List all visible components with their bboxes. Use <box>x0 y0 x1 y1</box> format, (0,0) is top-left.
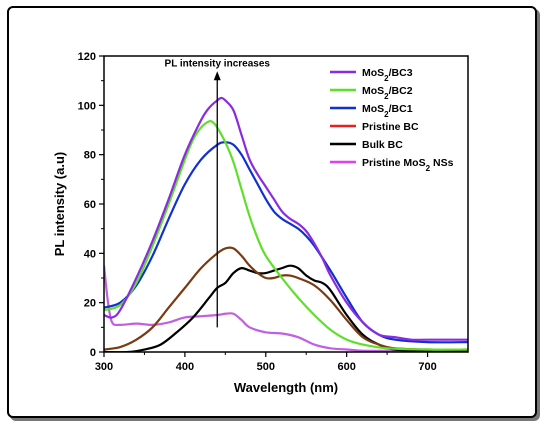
series-line-5 <box>104 264 468 352</box>
y-tick-label: 120 <box>78 51 96 63</box>
series-line-3 <box>104 141 468 344</box>
legend-label: MoS2/BC2 <box>362 85 413 101</box>
y-axis-title: PL intensity (a.u) <box>52 152 67 257</box>
series-line-6 <box>104 265 468 352</box>
legend-label: MoS2/BC3 <box>362 67 413 83</box>
y-tick-label: 100 <box>78 100 96 112</box>
y-tick-label: 0 <box>90 347 96 359</box>
x-tick-label: 500 <box>257 361 275 373</box>
x-axis-title: Wavelength (nm) <box>234 380 338 395</box>
y-tick-label: 80 <box>84 150 96 162</box>
x-tick-label: 400 <box>176 361 194 373</box>
legend-label: Bulk BC <box>362 139 403 151</box>
legend-label: Pristine MoS2 NSs <box>362 157 454 173</box>
y-tick-label: 40 <box>84 248 96 260</box>
x-tick-label: 300 <box>95 361 113 373</box>
series-line-4 <box>104 246 468 351</box>
x-tick-label: 700 <box>418 361 436 373</box>
series-line-1 <box>104 96 468 341</box>
annotation-arrowhead <box>213 71 221 81</box>
legend-label: MoS2/BC1 <box>362 103 413 119</box>
legend-label: Pristine BC <box>362 121 419 133</box>
annotation-text: PL intensity increases <box>165 58 271 69</box>
y-tick-label: 60 <box>84 199 96 211</box>
plot-area-border <box>103 55 469 353</box>
series-line-2 <box>104 119 468 351</box>
y-tick-label: 20 <box>84 298 96 310</box>
x-tick-label: 600 <box>337 361 355 373</box>
